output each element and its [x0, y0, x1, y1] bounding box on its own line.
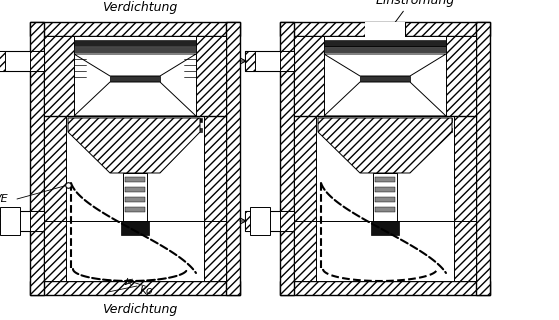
Bar	[375, 187, 395, 192]
Bar	[245, 211, 294, 231]
Bar	[74, 40, 196, 46]
Bar	[316, 116, 454, 221]
Bar	[324, 40, 446, 46]
Bar	[454, 116, 476, 221]
Text: Einströmung: Einströmung	[376, 0, 454, 7]
Bar	[373, 173, 397, 221]
Bar	[280, 51, 294, 71]
Bar	[324, 47, 446, 52]
Bar	[125, 197, 145, 202]
Bar	[446, 36, 476, 116]
Bar	[245, 51, 294, 71]
Bar	[318, 128, 452, 132]
Bar	[74, 47, 196, 52]
Bar	[294, 36, 324, 116]
Bar	[280, 211, 294, 231]
Bar	[204, 116, 226, 221]
Bar	[74, 36, 196, 54]
Bar	[30, 211, 44, 231]
Bar	[66, 221, 204, 281]
Text: VE: VE	[0, 194, 8, 204]
Bar	[324, 36, 446, 46]
Bar	[245, 51, 255, 71]
Bar	[375, 197, 395, 202]
Bar	[375, 207, 395, 212]
Bar	[0, 51, 44, 71]
Bar	[44, 36, 74, 116]
Bar	[318, 118, 452, 122]
Bar	[30, 22, 44, 295]
Bar	[68, 128, 202, 132]
Polygon shape	[318, 118, 452, 173]
Text: Verdichtung: Verdichtung	[102, 1, 178, 14]
Bar	[0, 211, 44, 231]
Bar	[125, 207, 145, 212]
Polygon shape	[68, 118, 200, 173]
Bar	[68, 118, 202, 122]
Bar	[196, 36, 226, 116]
Bar	[250, 207, 270, 235]
Bar	[294, 116, 316, 221]
Bar	[125, 177, 145, 182]
Bar	[245, 211, 255, 231]
Bar	[280, 281, 490, 295]
Bar	[0, 51, 5, 71]
Bar	[0, 211, 5, 231]
Bar	[44, 221, 66, 281]
Bar	[30, 22, 240, 36]
Polygon shape	[324, 82, 446, 116]
Bar	[125, 187, 145, 192]
Bar	[454, 221, 476, 281]
Bar	[280, 22, 490, 36]
Bar	[121, 221, 149, 235]
Bar	[294, 221, 316, 281]
Polygon shape	[74, 82, 196, 116]
Bar	[44, 116, 66, 221]
Bar	[30, 51, 44, 71]
Bar	[360, 76, 410, 82]
Bar	[316, 221, 454, 281]
Text: Verdichtung: Verdichtung	[102, 303, 178, 316]
Bar	[371, 221, 399, 235]
Bar	[476, 22, 490, 295]
Polygon shape	[324, 54, 446, 76]
Bar	[123, 173, 147, 221]
Bar	[110, 76, 160, 82]
Bar	[365, 22, 405, 36]
Bar	[280, 22, 294, 295]
Bar	[0, 207, 20, 235]
Bar	[226, 22, 240, 295]
Text: Ko: Ko	[140, 286, 154, 296]
Bar	[375, 177, 395, 182]
Polygon shape	[74, 54, 196, 76]
Bar	[66, 116, 204, 221]
Bar	[30, 281, 240, 295]
Bar	[365, 22, 405, 38]
Bar	[204, 221, 226, 281]
